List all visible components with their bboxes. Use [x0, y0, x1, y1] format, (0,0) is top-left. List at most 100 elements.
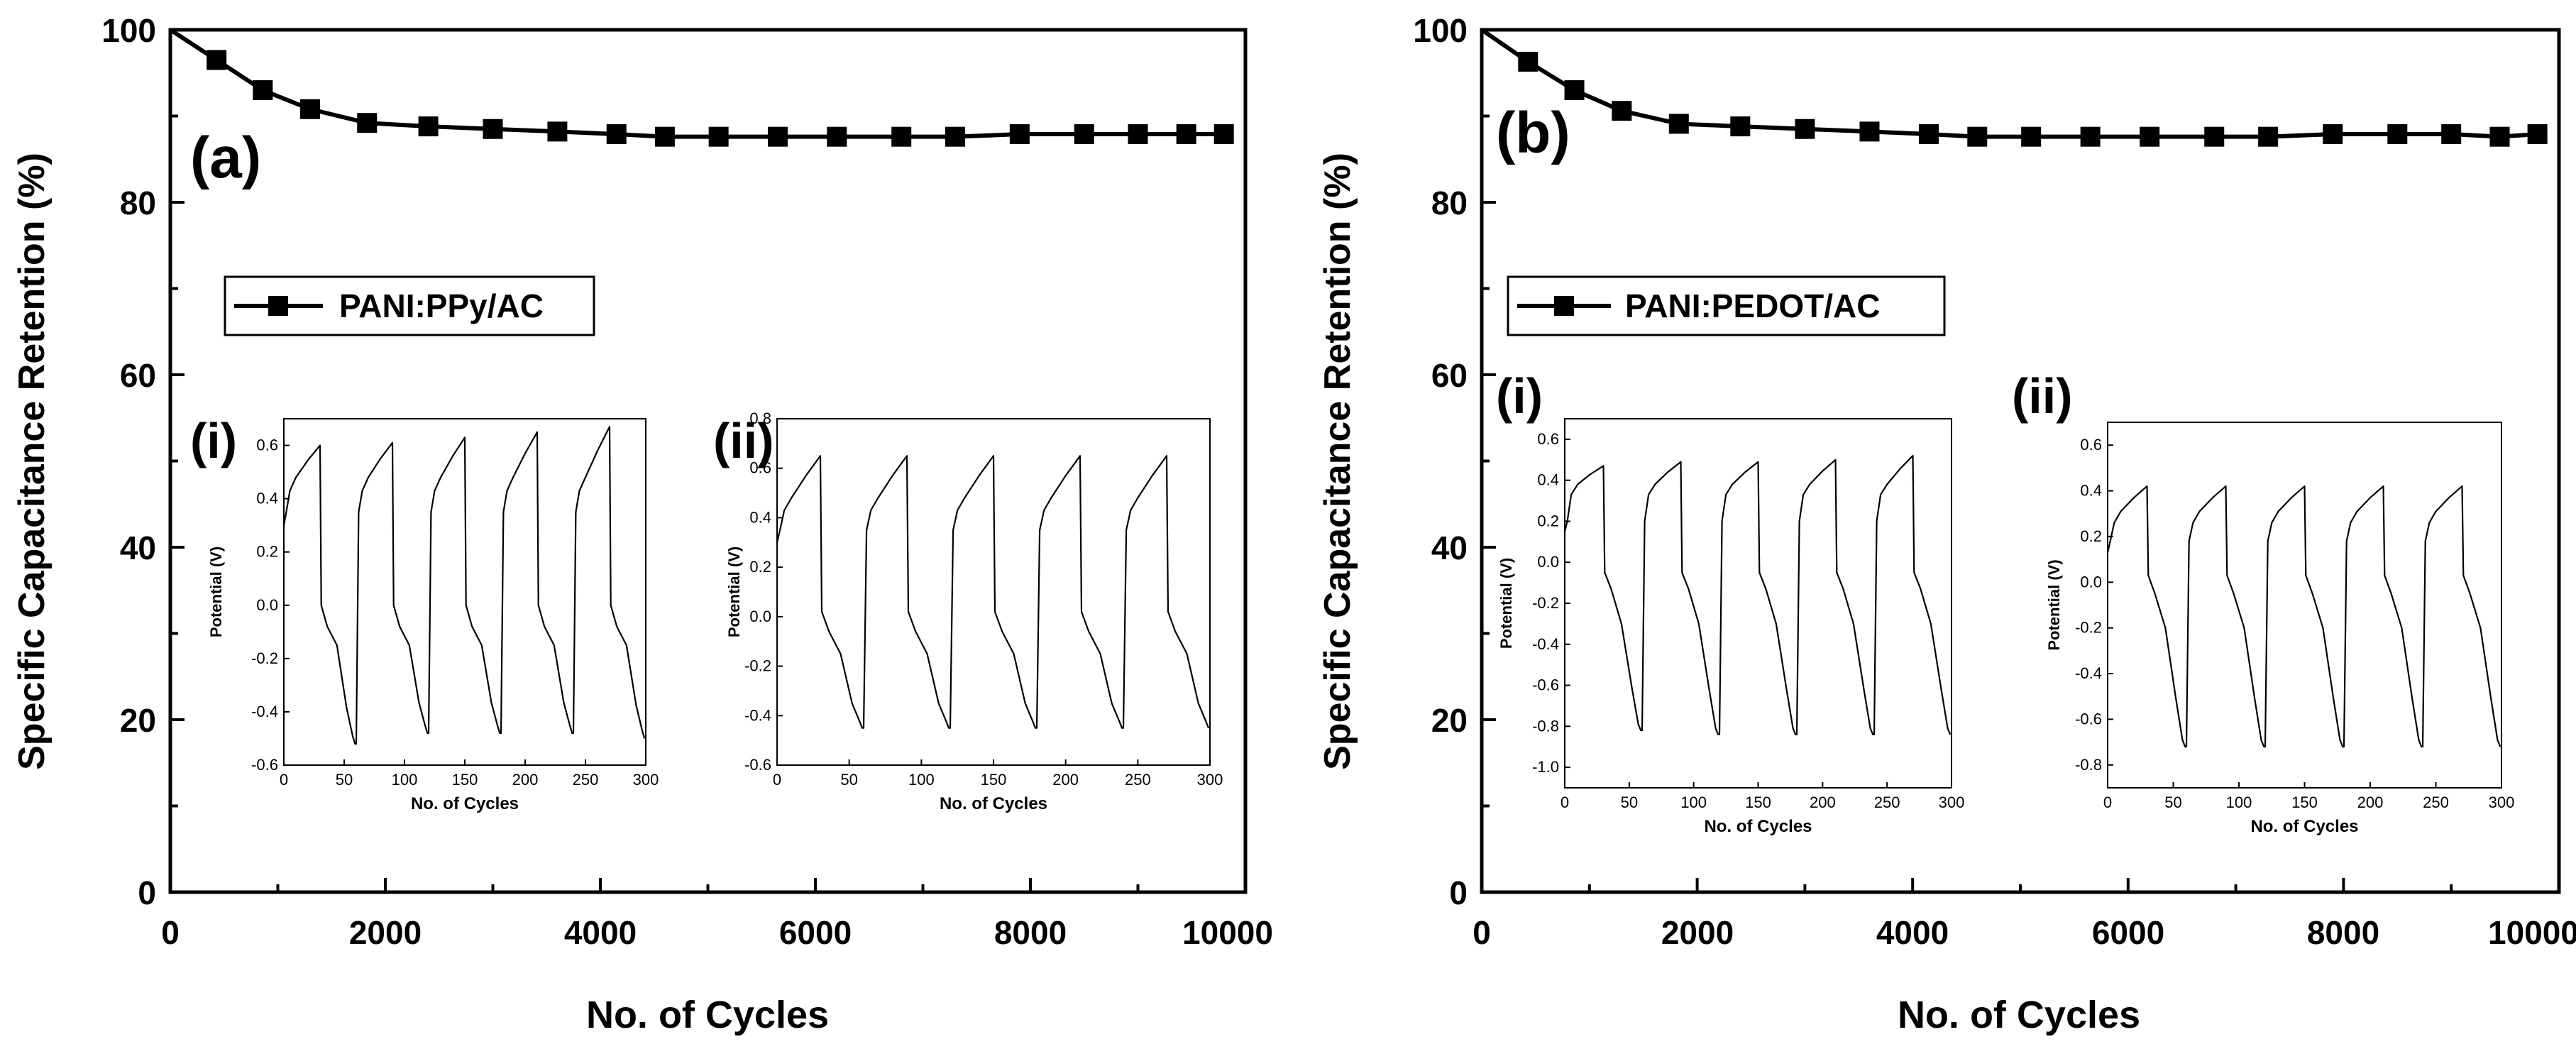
inset-x-tick-label: 100 — [908, 771, 935, 789]
inset-y-axis-label: Potential (V) — [725, 547, 743, 637]
legend-square-marker — [1554, 296, 1574, 316]
inset-x-axis-label: No. of Cycles — [940, 794, 1047, 813]
inset-y-tick-label: -0.6 — [744, 756, 771, 774]
inset-x-tick-label: 300 — [633, 771, 659, 789]
inset-x-tick-label: 100 — [1680, 793, 1707, 811]
retention-data-point — [2387, 124, 2408, 145]
panel-a-legend: PANI:PPy/AC — [224, 275, 595, 336]
panel-b-y-tick-label: 0 — [1449, 874, 1468, 911]
inset-a-ii: 0 50 100 150 200 250 300 -0.6 -0.4 -0.2 0.0 0.2 0.4 0… — [725, 410, 1223, 813]
inset-y-tick-label: -0.6 — [251, 756, 278, 774]
inset-y-tick-label: 0.8 — [749, 410, 771, 427]
inset-y-tick-label: 0.4 — [1537, 471, 1559, 489]
panel-b-tick-marks — [1480, 28, 2560, 894]
retention-data-point — [1859, 121, 1880, 142]
inset-y-tick-label: 0.4 — [749, 508, 771, 526]
inset-y-tick-label: -0.4 — [251, 703, 278, 720]
inset-x-tick-label: 200 — [512, 771, 539, 789]
retention-data-point — [767, 126, 788, 147]
inset-x-tick-label: 250 — [1125, 771, 1151, 789]
inset-x-tick-label: 150 — [1745, 793, 1771, 811]
panel-a-label: (a) — [190, 126, 261, 190]
inset-y-tick-label: 0.4 — [2080, 482, 2102, 500]
inset-x-tick-label: 0 — [1561, 793, 1569, 811]
inset-x-tick-label: 250 — [573, 771, 599, 789]
panel-a-x-tick-label: 6000 — [779, 914, 852, 951]
inset-x-tick-label: 50 — [2164, 793, 2181, 811]
retention-data-point — [299, 99, 320, 119]
panel-b-y-tick-label: 80 — [1431, 185, 1468, 221]
inset-x-axis-label: No. of Cycles — [411, 794, 519, 813]
inset-y-tick-label: 0.4 — [256, 490, 278, 507]
inset-y-tick-label: -0.6 — [2075, 710, 2102, 727]
retention-data-point — [547, 121, 568, 142]
inset-y-tick-label: -0.4 — [744, 706, 771, 724]
retention-data-point — [1918, 124, 1939, 145]
retention-data-point — [2080, 126, 2101, 147]
panel-a-inset-i-label: (i) — [190, 413, 237, 468]
panel-a-y-tick-label: 0 — [138, 874, 156, 911]
inset-y-tick-label: 0.2 — [256, 543, 278, 561]
retention-data-point — [654, 126, 675, 147]
inset-x-tick-label: 250 — [1874, 793, 1900, 811]
panel-a-x-tick-label: 0 — [161, 914, 180, 951]
panel-b-x-axis-label: No. of Cycles — [1898, 994, 2140, 1036]
inset-y-tick-label: 0.6 — [1537, 430, 1559, 448]
inset-y-tick-label: 0.2 — [2080, 527, 2102, 545]
panel-b-y-axis-label: Specific Capacitance Retention (%) — [1317, 153, 1358, 770]
inset-y-tick-label: 0.0 — [749, 608, 771, 625]
inset-y-tick-label: 0.2 — [1537, 512, 1559, 529]
inset-x-tick-label: 0 — [773, 771, 781, 789]
inset-y-tick-label: -0.4 — [1532, 635, 1559, 653]
inset-b-ii: 0 50 100 150 200 250 300 -0.8 -0.6 -0.4 -0.2 0.0 0.2… — [2045, 422, 2514, 836]
panel-b: (b) Specific Capacitance Retention (%) N… — [1317, 12, 2576, 1036]
inset-x-axis-label: No. of Cycles — [1704, 817, 1812, 836]
inset-frame — [2107, 422, 2502, 789]
inset-x-tick-label: 200 — [2357, 793, 2384, 811]
retention-data-point — [1009, 124, 1030, 145]
retention-data-point — [708, 126, 729, 147]
inset-y-tick-label: -0.4 — [2075, 664, 2102, 682]
retention-data-point — [1518, 51, 1539, 72]
retention-data-point — [891, 126, 912, 147]
panel-b-x-tick-label: 8000 — [2307, 914, 2379, 951]
panel-b-x-tick-label: 0 — [1473, 914, 1491, 951]
panel-b-inset-ii-label: (ii) — [2012, 368, 2073, 424]
panel-a-inset-ii-label: (ii) — [713, 413, 774, 468]
panel-b-y-tick-label: 100 — [1413, 12, 1468, 49]
inset-y-tick-label: 0.2 — [749, 558, 771, 576]
panel-b-data-series — [1480, 28, 2548, 147]
panel-a-x-axis-label: No. of Cycles — [586, 994, 829, 1036]
inset-x-axis-label: No. of Cycles — [2250, 817, 2358, 836]
retention-data-point — [2489, 126, 2510, 147]
retention-data-point — [483, 119, 503, 139]
retention-data-point — [207, 50, 227, 70]
panel-b-y-tick-label: 60 — [1431, 357, 1468, 394]
retention-data-point — [418, 116, 439, 137]
retention-data-point — [2323, 124, 2343, 145]
panel-b-legend: PANI:PEDOT/AC — [1507, 275, 1946, 336]
retention-data-point — [1176, 124, 1196, 145]
retention-data-point — [253, 80, 273, 101]
panel-a-legend-label: PANI:PPy/AC — [339, 287, 544, 324]
inset-x-tick-label: 50 — [336, 771, 353, 789]
inset-b-i: 0 50 100 150 200 250 300 -1.0 -0.8 -0.6 -0.4 -0.2 0.… — [1497, 418, 1964, 836]
panel-a-tick-marks — [169, 28, 1247, 894]
retention-data-point — [2140, 126, 2160, 147]
retention-data-point — [357, 113, 378, 133]
legend-square-marker — [268, 296, 288, 316]
inset-x-tick-label: 100 — [392, 771, 418, 789]
retention-data-point — [2021, 126, 2042, 147]
inset-gcd-curve — [282, 426, 646, 745]
panel-a-data-series — [169, 28, 1234, 147]
inset-y-tick-label: -1.0 — [1532, 758, 1559, 776]
inset-x-tick-label: 200 — [1810, 793, 1836, 811]
panel-b-x-tick-label: 2000 — [1661, 914, 1734, 951]
inset-x-tick-label: 150 — [452, 771, 478, 789]
retention-data-point — [1730, 116, 1751, 137]
panel-a-x-tick-label: 4000 — [564, 914, 637, 951]
panel-a-y-tick-label: 60 — [120, 357, 156, 394]
inset-x-tick-label: 100 — [2226, 793, 2252, 811]
inset-y-tick-label: -0.2 — [251, 649, 278, 667]
